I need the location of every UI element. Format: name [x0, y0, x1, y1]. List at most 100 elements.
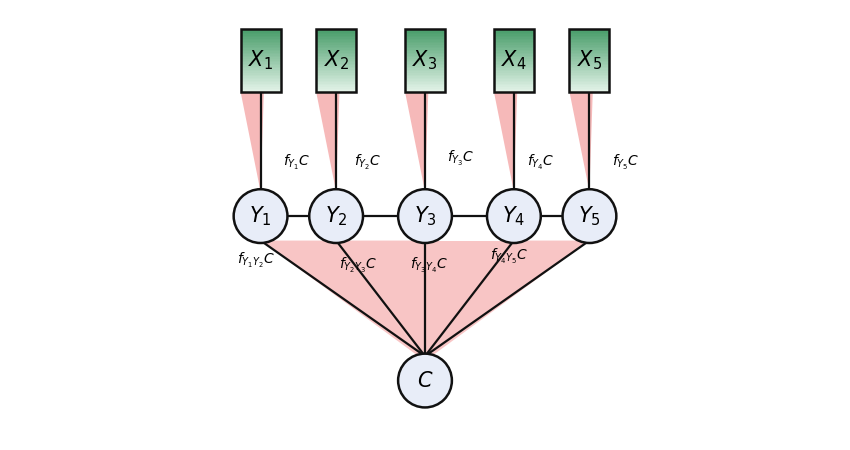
Polygon shape: [316, 39, 356, 40]
Polygon shape: [316, 79, 356, 81]
Polygon shape: [494, 68, 534, 70]
Polygon shape: [316, 89, 356, 90]
Polygon shape: [241, 81, 280, 82]
Polygon shape: [316, 76, 356, 78]
Polygon shape: [316, 32, 356, 34]
Polygon shape: [405, 62, 445, 63]
Polygon shape: [241, 58, 280, 59]
Polygon shape: [405, 34, 445, 36]
Polygon shape: [405, 89, 445, 90]
Polygon shape: [241, 44, 280, 45]
Polygon shape: [316, 61, 356, 62]
Polygon shape: [405, 70, 445, 72]
Polygon shape: [570, 76, 609, 78]
Polygon shape: [405, 56, 445, 58]
Polygon shape: [570, 51, 609, 53]
Polygon shape: [570, 59, 609, 61]
Polygon shape: [405, 75, 445, 76]
Polygon shape: [494, 45, 534, 46]
Polygon shape: [316, 56, 356, 58]
Polygon shape: [316, 48, 356, 50]
Polygon shape: [494, 31, 534, 32]
Polygon shape: [570, 63, 609, 65]
Ellipse shape: [487, 189, 541, 243]
Polygon shape: [316, 82, 356, 84]
Polygon shape: [494, 29, 534, 31]
Polygon shape: [241, 73, 280, 75]
Polygon shape: [405, 81, 445, 82]
Text: $f_{Y_2}C$: $f_{Y_2}C$: [354, 153, 382, 172]
Polygon shape: [405, 87, 445, 89]
Polygon shape: [405, 90, 445, 92]
Polygon shape: [570, 82, 609, 84]
Polygon shape: [241, 75, 280, 76]
Polygon shape: [241, 37, 280, 39]
Ellipse shape: [398, 189, 452, 243]
Text: $Y_2$: $Y_2$: [325, 204, 348, 228]
Polygon shape: [494, 37, 534, 39]
Text: $f_{Y_5}C$: $f_{Y_5}C$: [612, 153, 639, 172]
Polygon shape: [494, 78, 534, 79]
Ellipse shape: [398, 354, 452, 407]
Polygon shape: [241, 79, 280, 81]
Polygon shape: [316, 73, 356, 75]
Polygon shape: [241, 70, 280, 72]
Polygon shape: [494, 87, 534, 89]
Polygon shape: [494, 75, 534, 76]
Polygon shape: [316, 51, 356, 53]
Text: $f_{Y_3}C$: $f_{Y_3}C$: [447, 149, 474, 168]
Polygon shape: [494, 82, 534, 84]
Polygon shape: [241, 67, 280, 68]
Polygon shape: [316, 70, 356, 72]
Polygon shape: [405, 92, 428, 192]
Polygon shape: [405, 39, 445, 40]
Polygon shape: [316, 50, 356, 51]
Polygon shape: [570, 44, 609, 45]
Polygon shape: [570, 67, 609, 68]
Polygon shape: [316, 36, 356, 37]
Polygon shape: [241, 51, 280, 53]
Polygon shape: [405, 31, 445, 32]
Polygon shape: [570, 45, 609, 46]
Polygon shape: [241, 89, 280, 90]
Polygon shape: [405, 54, 445, 56]
Polygon shape: [336, 241, 425, 361]
Polygon shape: [405, 46, 445, 48]
Polygon shape: [241, 54, 280, 56]
Polygon shape: [316, 59, 356, 61]
Text: $Y_5$: $Y_5$: [578, 204, 601, 228]
Polygon shape: [570, 78, 609, 79]
Polygon shape: [570, 90, 609, 92]
Polygon shape: [494, 39, 534, 40]
Polygon shape: [494, 84, 534, 86]
Text: $f_{Y_4Y_5}C$: $f_{Y_4Y_5}C$: [490, 247, 529, 266]
Polygon shape: [241, 65, 280, 67]
Polygon shape: [241, 90, 280, 92]
Polygon shape: [316, 68, 356, 70]
Polygon shape: [570, 84, 609, 86]
Polygon shape: [570, 58, 609, 59]
Polygon shape: [494, 89, 534, 90]
Polygon shape: [241, 31, 280, 32]
Text: $X_2$: $X_2$: [324, 49, 348, 72]
Polygon shape: [570, 75, 609, 76]
Polygon shape: [405, 36, 445, 37]
Polygon shape: [494, 42, 534, 44]
Polygon shape: [405, 65, 445, 67]
Polygon shape: [316, 63, 356, 65]
Polygon shape: [316, 53, 356, 54]
Polygon shape: [494, 58, 534, 59]
Polygon shape: [316, 86, 356, 87]
Text: $X_1$: $X_1$: [248, 49, 273, 72]
Polygon shape: [241, 40, 280, 42]
Polygon shape: [405, 68, 445, 70]
Polygon shape: [494, 59, 534, 61]
Polygon shape: [316, 37, 356, 39]
Polygon shape: [405, 48, 445, 50]
Polygon shape: [494, 48, 534, 50]
Polygon shape: [405, 84, 445, 86]
Polygon shape: [570, 46, 609, 48]
Polygon shape: [241, 42, 280, 44]
Text: $X_3$: $X_3$: [412, 49, 438, 72]
Text: $X_4$: $X_4$: [502, 49, 527, 72]
